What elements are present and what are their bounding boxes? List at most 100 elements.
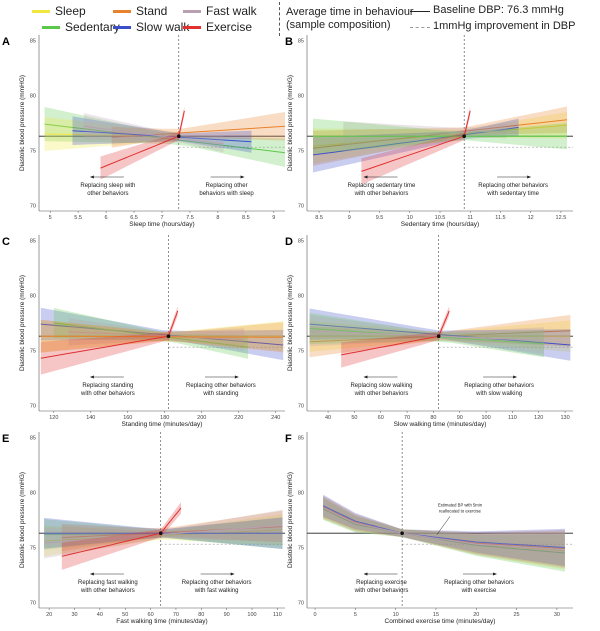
x-tick-label: 140 (86, 415, 95, 421)
x-tick-label: 50 (122, 612, 128, 618)
y-axis-label: Diastolic blood pressure (mmHG) (287, 275, 294, 371)
left-annotation: Replacing standing (82, 383, 133, 389)
point-annotation: reallocated to exercise (439, 509, 482, 514)
y-tick-label: 70 (30, 601, 36, 607)
legend-swatch-slow-walk (113, 26, 131, 29)
y-axis-label: Diastolic blood pressure (mmHG) (19, 472, 26, 568)
legend-label-sedentary: Sedentary (65, 20, 120, 34)
right-annotation: with slow walking (475, 391, 522, 397)
series-band-slow-walk (72, 116, 252, 153)
series-band-exercise (100, 106, 185, 180)
x-tick-label: 240 (271, 415, 280, 421)
left-annotation: with other behaviors (80, 588, 135, 594)
x-tick-label: 120 (534, 415, 543, 421)
right-annotation: Replacing other behaviors (186, 383, 256, 389)
x-axis-label: Sedentary time (hours/day) (401, 221, 479, 228)
y-tick-label: 75 (298, 149, 304, 155)
y-tick-label: 75 (298, 349, 304, 355)
series-line-sleep (44, 529, 283, 542)
x-axis-label: Combined exercise time (minutes/day) (385, 618, 496, 625)
x-tick-label: 8 (216, 215, 219, 221)
series-band-exercise (61, 502, 181, 570)
legend: Sleep Stand Fast walk Sedentary Slow wal… (0, 0, 600, 38)
x-tick-label: 30 (554, 612, 560, 618)
x-tick-label: 30 (71, 612, 77, 618)
x-tick-label: 5.5 (74, 215, 82, 221)
x-tick-label: 130 (561, 415, 570, 421)
x-tick-label: 60 (148, 612, 154, 618)
left-annotation: other behaviors (87, 191, 128, 197)
legend-label-slow-walk: Slow walk (136, 20, 190, 34)
series-line-fast-walk (68, 331, 245, 340)
x-tick-label: 9 (272, 215, 275, 221)
x-tick-label: 8.5 (315, 215, 323, 221)
series-band-fast-walk (68, 318, 245, 351)
series-band-sleep (323, 496, 565, 570)
right-annotation: Replacing other (206, 183, 248, 189)
x-axis-label: Slow walking time (minutes/day) (394, 421, 487, 428)
series-line-stand (312, 119, 568, 149)
legend-label-fast-walk: Fast walk (206, 4, 257, 18)
x-tick-label: 40 (97, 612, 103, 618)
average-point (176, 134, 181, 138)
y-tick-label: 75 (30, 546, 36, 552)
left-arrowhead (89, 175, 94, 179)
legend-improvement-label: 1mmHg improvement in DBP (433, 20, 576, 32)
x-axis-label: Standing time (minutes/day) (122, 421, 203, 428)
panel-letter-f: F (285, 433, 292, 445)
legend-label-stand: Stand (136, 4, 168, 18)
panel-letter-c: C (2, 236, 10, 248)
y-tick-label: 80 (30, 294, 36, 300)
legend-swatch-sleep (32, 10, 50, 13)
panel-letter-b: B (285, 36, 293, 48)
legend-average-label: Average time in behaviour (sample compos… (286, 6, 436, 32)
legend-label-sleep: Sleep (55, 4, 86, 18)
x-tick-label: 70 (404, 415, 410, 421)
panel-a: A 70 75 80 85 5 5.5 6 6.5 7 7.5 8 8.5 9 Sleep time (ho… (2, 35, 286, 228)
x-tick-label: 12.5 (556, 215, 567, 221)
x-tick-label: 25 (514, 612, 520, 618)
y-tick-label: 80 (30, 94, 36, 100)
x-tick-label: 110 (273, 612, 282, 618)
x-tick-label: 120 (49, 415, 58, 421)
series-line-fast-walk (343, 130, 507, 137)
legend-swatch-stand (113, 10, 131, 13)
y-axis-label: Diastolic blood pressure (mmHG) (287, 472, 294, 568)
series-band-stand (40, 319, 284, 353)
x-tick-label: 100 (481, 415, 490, 421)
left-arrowhead (89, 375, 94, 379)
right-arrowhead (234, 375, 239, 379)
x-tick-label: 180 (160, 415, 169, 421)
x-tick-label: 200 (197, 415, 206, 421)
x-tick-label: 20 (473, 612, 479, 618)
left-annotation: Replacing exercise (356, 580, 407, 586)
series-band-fast-walk (309, 315, 544, 354)
right-arrowhead (527, 175, 532, 179)
series-line-fast-walk (83, 125, 224, 145)
legend-average-line1: Average time in behaviour (286, 6, 414, 18)
series-band-stand (111, 112, 285, 148)
right-arrowhead (240, 175, 245, 179)
legend-label-exercise: Exercise (206, 20, 253, 34)
left-annotation: Replacing sleep with (80, 183, 135, 189)
legend-baseline-sample (410, 11, 430, 12)
series-line-slow-walk (40, 323, 284, 346)
left-annotation: with other behaviors (80, 391, 135, 397)
x-tick-label: 11 (467, 215, 473, 221)
y-tick-label: 85 (298, 239, 304, 245)
series-band-sleep (44, 117, 179, 151)
x-tick-label: 20 (46, 612, 52, 618)
x-tick-label: 6.5 (130, 215, 138, 221)
left-arrowhead (363, 375, 368, 379)
x-tick-label: 160 (123, 415, 132, 421)
y-tick-label: 85 (30, 239, 36, 245)
y-axis-label: Diastolic blood pressure (mmHG) (19, 275, 26, 371)
panel-letter-d: D (285, 236, 293, 248)
x-tick-label: 40 (325, 415, 331, 421)
y-tick-label: 85 (298, 436, 304, 442)
series-band-slow-walk (323, 494, 565, 567)
y-tick-label: 80 (30, 491, 36, 497)
x-tick-label: 50 (351, 415, 357, 421)
y-tick-label: 85 (30, 39, 36, 45)
